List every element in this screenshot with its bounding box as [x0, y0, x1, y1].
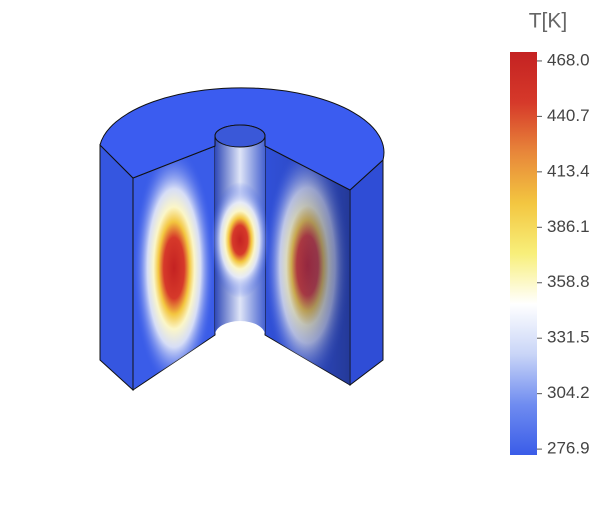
colorbar-tick-label: 468.0	[547, 50, 590, 69]
colorbar-tick-label: 331.5	[547, 328, 590, 347]
colorbar-tick-label: 304.2	[547, 383, 590, 402]
colorbar-title: T[K]	[529, 10, 568, 33]
colorbar-tick-label: 386.1	[547, 217, 590, 236]
colorbar-tick-label: 276.9	[547, 439, 590, 458]
cylinder-model	[99, 87, 385, 392]
colorbar-tick-label: 358.8	[547, 272, 590, 291]
colorbar	[510, 52, 537, 455]
colorbar-tick-label: 413.4	[547, 161, 590, 180]
colorbar-tick-label: 440.7	[547, 106, 590, 125]
